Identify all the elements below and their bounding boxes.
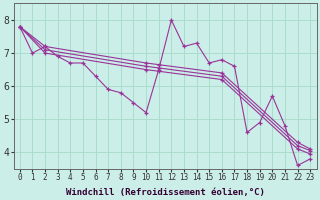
X-axis label: Windchill (Refroidissement éolien,°C): Windchill (Refroidissement éolien,°C) xyxy=(66,188,264,197)
